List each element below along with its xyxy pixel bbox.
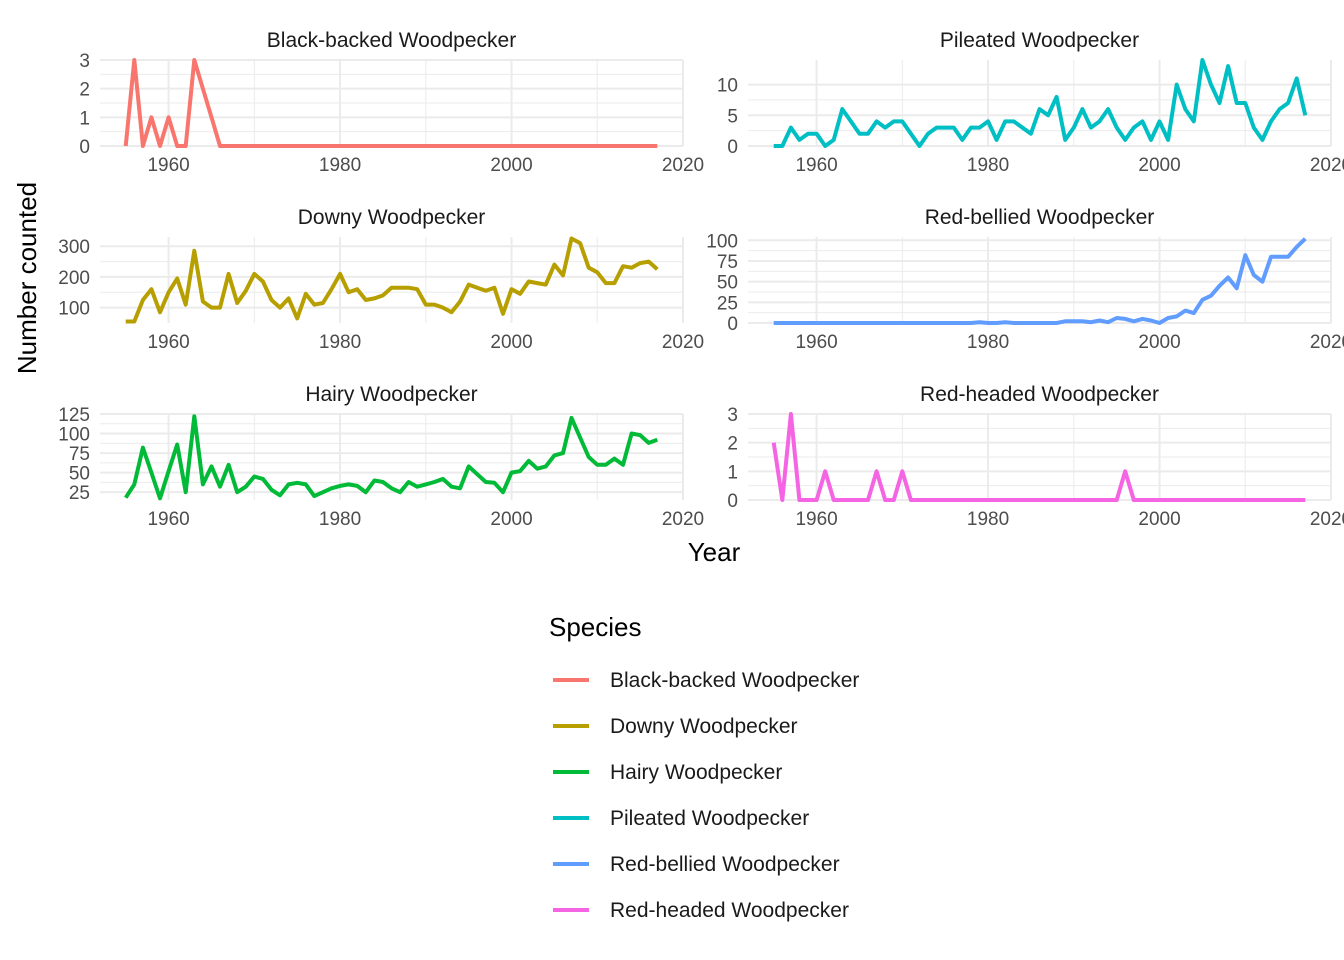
x-tick-label: 2020 [1310, 155, 1344, 176]
x-tick-label: 2000 [1138, 509, 1180, 530]
y-tick-label: 75 [717, 252, 738, 273]
panel-pileated-woodpecker: Pileated Woodpecker 0 5 10 1960 1980 2000 2020 [717, 29, 1344, 176]
y-tick-label: 5 [727, 106, 738, 127]
series-line-pileated-woodpecker [773, 58, 1308, 148]
x-tick-label: 2020 [1310, 509, 1344, 530]
y-tick-label: 0 [727, 491, 738, 512]
legend-label: Black-backed Woodpecker [610, 669, 859, 692]
x-tick-label: 1980 [319, 155, 361, 176]
y-tick-label: 0 [727, 137, 738, 158]
legend-item: Red-headed Woodpecker [553, 899, 849, 922]
series-line-red-bellied-woodpecker [773, 237, 1307, 325]
legend-label: Red-bellied Woodpecker [610, 853, 840, 876]
x-tick-label: 1960 [795, 332, 837, 353]
legend-item: Hairy Woodpecker [553, 761, 782, 784]
x-tick-label: 2020 [1310, 332, 1344, 353]
x-tick-label: 2020 [662, 332, 704, 353]
y-tick-label: 25 [717, 293, 738, 314]
y-tick-label: 50 [69, 464, 90, 485]
y-tick-label: 3 [79, 51, 90, 72]
x-tick-label: 1980 [967, 509, 1009, 530]
y-tick-label: 100 [58, 299, 90, 320]
legend-label: Hairy Woodpecker [610, 761, 782, 784]
y-tick-label: 200 [58, 268, 90, 289]
y-tick-label: 0 [79, 137, 90, 158]
x-tick-label: 2000 [490, 332, 532, 353]
y-axis-title: Number counted [12, 182, 42, 374]
panel-red-headed-woodpecker: Red-headed Woodpecker 0 1 2 3 1960 1980 2000 202… [727, 383, 1344, 530]
x-tick-label: 1980 [967, 155, 1009, 176]
legend-label: Red-headed Woodpecker [610, 899, 849, 922]
series-line-downy-woodpecker [125, 236, 659, 324]
x-tick-label: 1980 [319, 509, 361, 530]
facet-title: Downy Woodpecker [298, 206, 486, 229]
x-tick-label: 1980 [319, 332, 361, 353]
y-tick-label: 1 [727, 462, 738, 483]
legend-item: Pileated Woodpecker [553, 807, 809, 830]
legend-item: Black-backed Woodpecker [553, 669, 859, 692]
x-tick-label: 1980 [967, 332, 1009, 353]
y-tick-label: 125 [58, 405, 90, 426]
legend-label: Pileated Woodpecker [610, 807, 809, 830]
x-tick-label: 1960 [795, 509, 837, 530]
x-axis-title: Year [688, 537, 741, 567]
x-tick-label: 2000 [490, 155, 532, 176]
y-tick-label: 100 [58, 425, 90, 446]
series-line-hairy-woodpecker [124, 414, 658, 501]
facet-title: Black-backed Woodpecker [267, 29, 516, 52]
y-tick-label: 2 [79, 80, 90, 101]
x-tick-label: 1960 [795, 155, 837, 176]
panel-downy-woodpecker: Downy Woodpecker 100 200 300 1960 1980 2000 202… [58, 206, 704, 353]
legend-item: Downy Woodpecker [553, 715, 798, 738]
facet-title: Red-headed Woodpecker [920, 383, 1159, 406]
x-tick-label: 2000 [1138, 332, 1180, 353]
y-tick-label: 10 [717, 76, 738, 97]
x-tick-label: 2020 [662, 509, 704, 530]
y-tick-label: 75 [69, 444, 90, 465]
y-tick-label: 0 [727, 314, 738, 335]
legend-label: Downy Woodpecker [610, 715, 798, 738]
legend: Black-backed Woodpecker Downy Woodpecker H… [553, 669, 859, 922]
y-tick-label: 50 [717, 273, 738, 294]
x-tick-label: 1960 [147, 155, 189, 176]
y-tick-label: 2 [727, 434, 738, 455]
facet-title: Red-bellied Woodpecker [925, 206, 1155, 229]
series-line-black-backed-woodpecker [123, 58, 658, 148]
x-tick-label: 2000 [490, 509, 532, 530]
legend-title: Species [549, 612, 642, 642]
x-tick-label: 1960 [147, 332, 189, 353]
x-tick-label: 1960 [147, 509, 189, 530]
series-line-red-headed-woodpecker [771, 412, 1306, 502]
facet-title: Hairy Woodpecker [305, 383, 477, 406]
legend-item: Red-bellied Woodpecker [553, 853, 840, 876]
x-tick-label: 2020 [662, 155, 704, 176]
panel-black-backed-woodpecker: Black-backed Woodpecker 0 1 2 3 1960 1980 2000 2… [79, 29, 704, 176]
x-tick-label: 2000 [1138, 155, 1180, 176]
y-tick-label: 25 [69, 483, 90, 504]
y-tick-label: 1 [79, 108, 90, 129]
y-tick-label: 300 [58, 237, 90, 258]
facet-title: Pileated Woodpecker [940, 29, 1139, 52]
y-tick-label: 3 [727, 405, 738, 426]
y-tick-label: 100 [706, 231, 738, 252]
